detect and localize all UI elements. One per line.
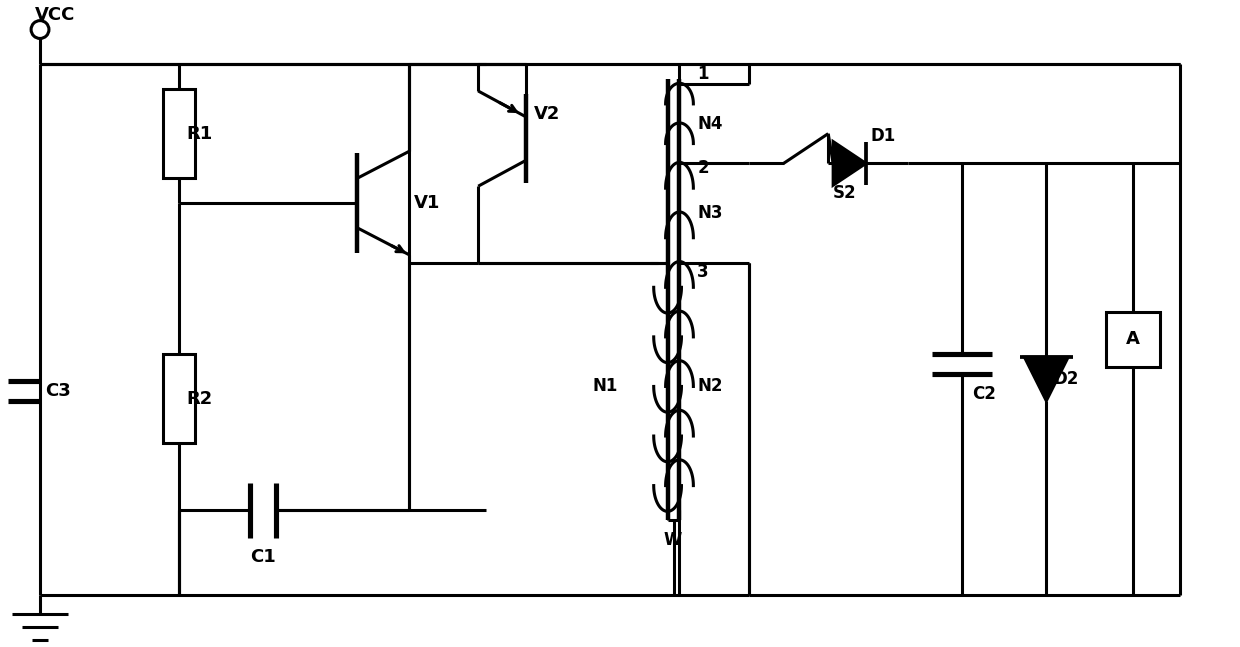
Text: N4: N4 xyxy=(697,115,723,133)
Text: W: W xyxy=(663,531,682,549)
Text: N2: N2 xyxy=(697,377,723,395)
Text: A: A xyxy=(1126,331,1140,348)
Bar xyxy=(1106,312,1161,367)
Text: S2: S2 xyxy=(833,184,857,202)
Bar xyxy=(162,355,195,443)
Polygon shape xyxy=(1024,357,1068,401)
Text: 1: 1 xyxy=(697,65,709,83)
Polygon shape xyxy=(833,142,866,185)
Text: N3: N3 xyxy=(697,204,723,222)
Text: V2: V2 xyxy=(533,105,560,123)
Text: R2: R2 xyxy=(187,390,213,408)
Text: D1: D1 xyxy=(870,127,897,145)
Text: C1: C1 xyxy=(250,548,277,566)
Text: C2: C2 xyxy=(972,385,996,403)
Text: N1: N1 xyxy=(593,377,618,395)
Text: C3: C3 xyxy=(45,382,71,400)
Text: D2: D2 xyxy=(1053,370,1079,388)
Text: R1: R1 xyxy=(187,125,213,142)
Bar xyxy=(162,89,195,179)
Text: 3: 3 xyxy=(697,263,709,281)
Text: V1: V1 xyxy=(414,194,440,212)
Text: VCC: VCC xyxy=(35,6,76,24)
Text: 2: 2 xyxy=(697,159,709,177)
